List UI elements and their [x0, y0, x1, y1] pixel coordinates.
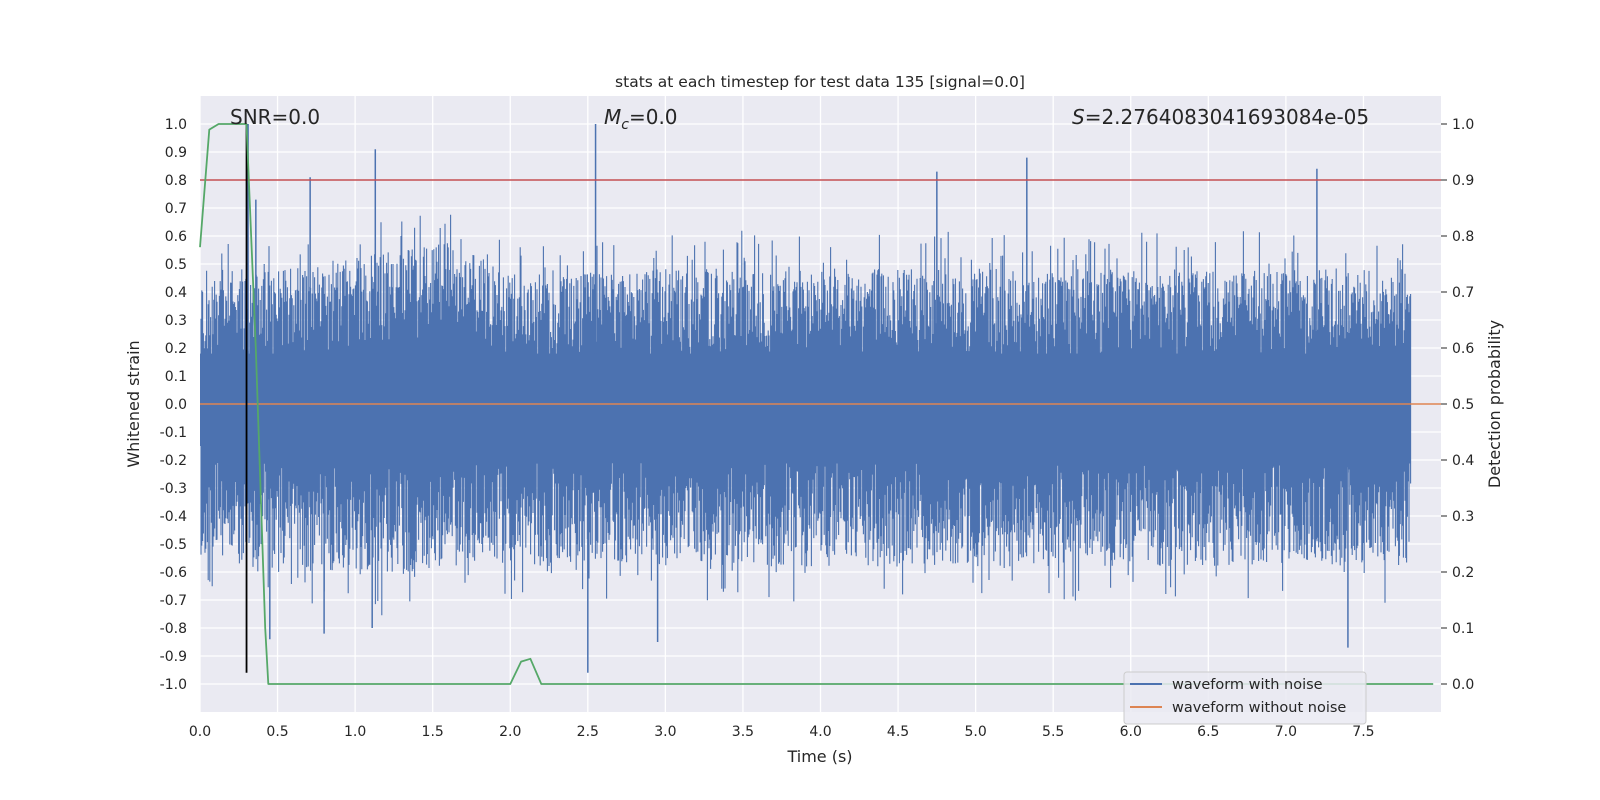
legend-label-clean: waveform without noise [1172, 700, 1346, 716]
y2-tick-label: 0.3 [1452, 509, 1474, 525]
ticks: 0.0 0.5 1.0 1.5 2.0 2.5 3.0 3.5 4.0 4.5 5.0 5.5 6.0 6… [160, 117, 1475, 740]
x-tick-label: 4.0 [809, 724, 831, 740]
y2-tick-label: 1.0 [1452, 117, 1474, 133]
y-tick-label: -0.2 [160, 453, 187, 469]
y-tick-label: 0.9 [165, 145, 187, 161]
y-tick-label: -0.1 [160, 425, 187, 441]
y-tick-label: -0.6 [160, 565, 187, 581]
snr-annotation: SNR=0.0 [230, 105, 320, 129]
legend-box [1123, 671, 1367, 725]
x-tick-label: 7.5 [1352, 724, 1374, 740]
detection-probability-line [199, 123, 1434, 685]
y-tick-label: -0.3 [160, 481, 187, 497]
y-tick-label: 0.0 [165, 397, 187, 413]
x-tick-label: 6.5 [1197, 724, 1219, 740]
y2-tick-label: 0.2 [1452, 565, 1474, 581]
y2-tick-label: 0.7 [1452, 285, 1474, 301]
y2-tick-label: 0.8 [1452, 229, 1474, 245]
x-axis-label: Time (s) [786, 747, 852, 766]
x-tick-label: 2.0 [499, 724, 521, 740]
y-tick-label: -0.8 [160, 621, 187, 637]
y-tick-label: -0.4 [160, 509, 187, 525]
y-axis-label: Whitened strain [124, 340, 143, 467]
chirp-mass-annotation: Mc=0.0 [604, 105, 678, 133]
s-annotation: S=2.2764083041693084e-05 [1072, 105, 1369, 129]
chart-lines [199, 123, 1441, 685]
y-tick-label: 0.3 [165, 313, 187, 329]
y2-tick-label: 0.6 [1452, 341, 1474, 357]
y2-axis-label: Detection probability [1485, 320, 1504, 488]
x-tick-label: 0.5 [266, 724, 288, 740]
y-tick-label: 0.4 [165, 285, 187, 301]
noise-core [200, 353, 1411, 446]
x-tick-label: 0.0 [189, 724, 211, 740]
y-tick-label: -1.0 [160, 677, 187, 693]
x-tick-label: 5.0 [964, 724, 986, 740]
y-tick-label: 0.2 [165, 341, 187, 357]
legend-label-noise: waveform with noise [1172, 677, 1323, 693]
y-tick-label: 1.0 [165, 117, 187, 133]
y-tick-label: -0.5 [160, 537, 187, 553]
y-tick-label: 0.8 [165, 173, 187, 189]
y-tick-label: -0.7 [160, 593, 187, 609]
y-tick-label: 0.6 [165, 229, 187, 245]
y-tick-label: 0.5 [165, 257, 187, 273]
x-tick-label: 1.5 [422, 724, 444, 740]
x-tick-label: 6.0 [1120, 724, 1142, 740]
y-tick-label: 0.7 [165, 201, 187, 217]
legend: waveform with noise waveform without noi… [1123, 671, 1367, 725]
chart-title: stats at each timestep for test data 135… [615, 73, 1025, 91]
x-tick-label: 3.0 [654, 724, 676, 740]
x-tick-label: 5.5 [1042, 724, 1064, 740]
y2-tick-label: 0.4 [1452, 453, 1474, 469]
y2-tick-label: 0.1 [1452, 621, 1474, 637]
y2-tick-label: 0.9 [1452, 173, 1474, 189]
x-tick-label: 7.0 [1275, 724, 1297, 740]
y-tick-label: -0.9 [160, 649, 187, 665]
x-tick-label: 4.5 [887, 724, 909, 740]
x-tick-label: 1.0 [344, 724, 366, 740]
x-tick-label: 2.5 [577, 724, 599, 740]
x-tick-label: 3.5 [732, 724, 754, 740]
y-tick-label: 0.1 [165, 369, 187, 385]
y2-tick-label: 0.0 [1452, 677, 1474, 693]
y2-tick-label: 0.5 [1452, 397, 1474, 413]
